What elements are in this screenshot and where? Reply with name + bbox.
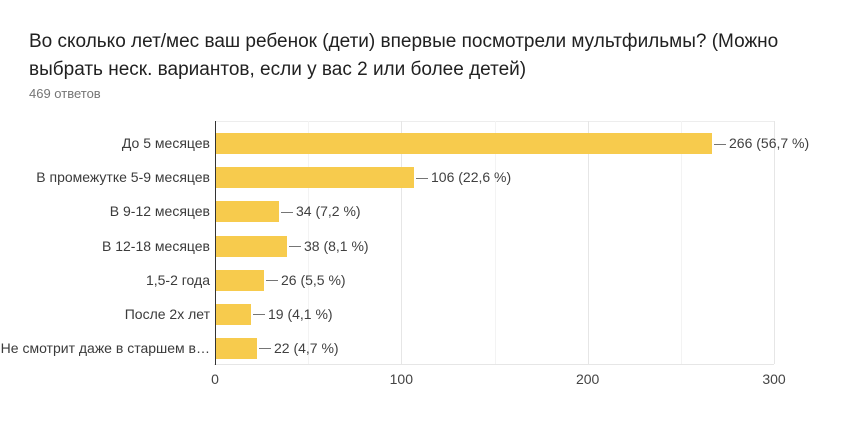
category-label: После 2х лет: [124, 306, 210, 322]
value-label: 266 (56,7 %): [729, 135, 810, 151]
bar[interactable]: [216, 338, 257, 359]
category-label: Не смотрит даже в старшем в…: [0, 340, 210, 356]
minor-gridline: [681, 121, 682, 364]
category-label: В 12-18 месяцев: [101, 238, 210, 254]
value-label: 38 (8,1 %): [304, 238, 369, 254]
category-label: 1,5-2 года: [145, 272, 210, 288]
value-label: 19 (4,1 %): [268, 306, 333, 322]
plot-top-border: [215, 121, 774, 122]
x-axis-tick-label: 200: [575, 371, 600, 387]
major-gridline: [774, 121, 775, 364]
bar[interactable]: [216, 304, 251, 325]
minor-gridline: [308, 121, 309, 364]
annotation-stem: [259, 348, 271, 349]
bar[interactable]: [216, 270, 264, 291]
x-axis-tick-label: 0: [211, 371, 219, 387]
response-count: 469 ответов: [29, 86, 101, 101]
question-title: Во сколько лет/мес ваш ребенок (дети) вп…: [29, 31, 779, 80]
bar[interactable]: [216, 236, 287, 257]
x-axis-tick-label: 100: [389, 371, 414, 387]
bar[interactable]: [216, 201, 279, 222]
annotation-stem: [416, 178, 428, 179]
x-axis-tick-label: 300: [762, 371, 786, 387]
major-gridline: [401, 121, 402, 364]
category-label: До 5 месяцев: [121, 135, 210, 151]
bar[interactable]: [216, 167, 414, 188]
annotation-stem: [714, 144, 726, 145]
y-axis-baseline: [215, 121, 216, 365]
value-label: 34 (7,2 %): [296, 203, 361, 219]
annotation-stem: [253, 314, 265, 315]
plot-bottom-border: [214, 364, 774, 365]
value-label: 26 (5,5 %): [281, 272, 346, 288]
major-gridline: [588, 121, 589, 364]
annotation-stem: [281, 212, 293, 213]
value-label: 106 (22,6 %): [431, 169, 512, 185]
category-label: В 9-12 месяцев: [109, 203, 210, 219]
annotation-stem: [289, 246, 301, 247]
value-label: 22 (4,7 %): [274, 340, 339, 356]
minor-gridline: [495, 121, 496, 364]
category-label: В промежутке 5-9 месяцев: [36, 169, 210, 185]
bar[interactable]: [216, 133, 712, 154]
annotation-stem: [266, 280, 278, 281]
